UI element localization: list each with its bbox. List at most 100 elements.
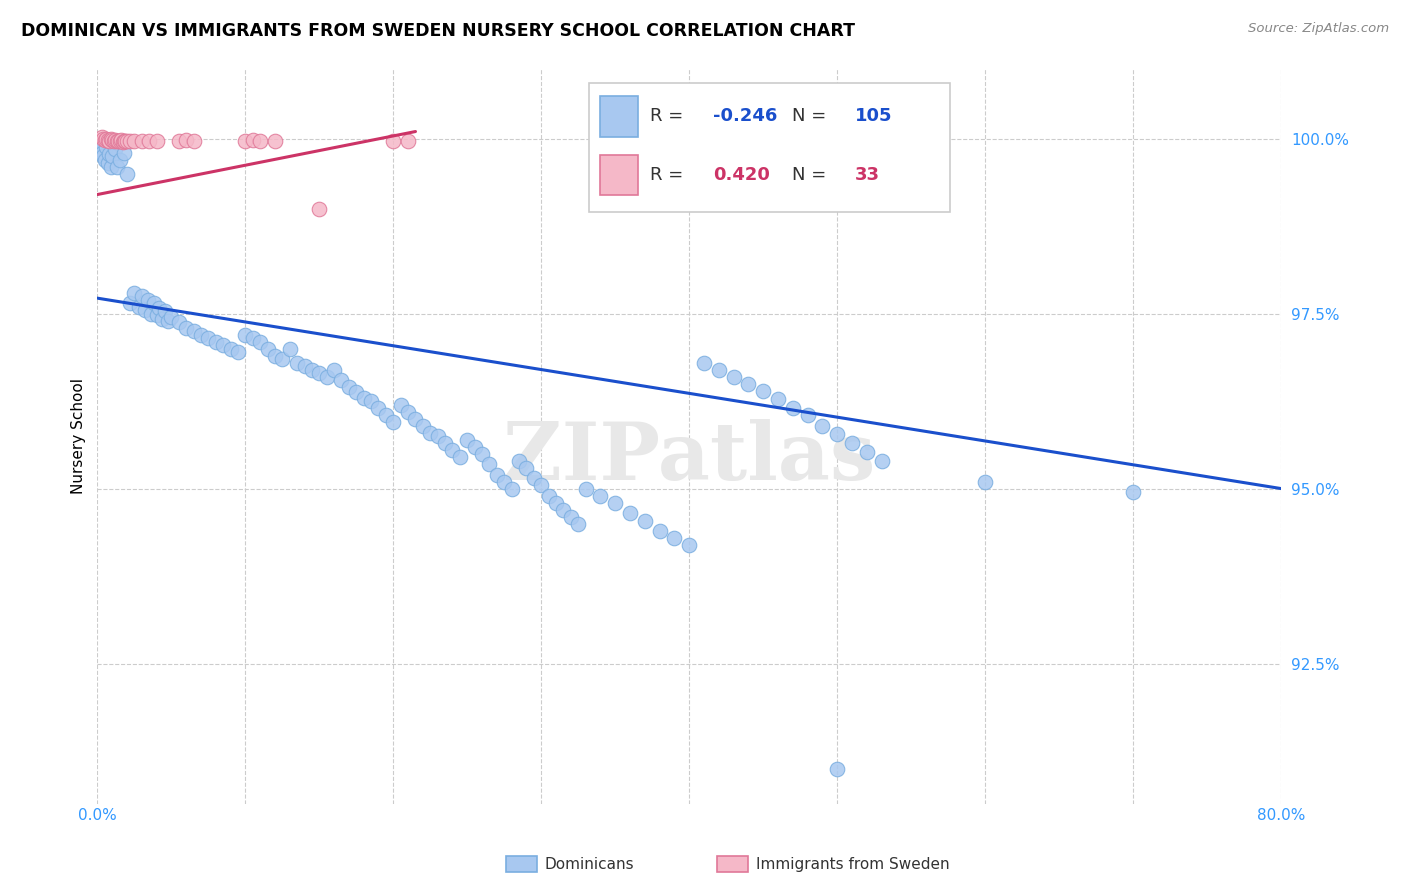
- Point: [337, 380, 360, 394]
- Text: Dominicans: Dominicans: [544, 857, 634, 871]
- Point: [112, 145, 135, 160]
- Point: [152, 312, 174, 326]
- Point: [870, 453, 893, 467]
- Point: [766, 392, 789, 406]
- Point: [278, 342, 301, 356]
- Text: 0.420: 0.420: [713, 166, 769, 184]
- Point: [301, 362, 323, 376]
- Point: [634, 515, 657, 529]
- Point: [111, 135, 134, 149]
- Point: [508, 453, 530, 467]
- Point: [648, 524, 671, 538]
- Point: [142, 296, 165, 310]
- Point: [148, 301, 170, 315]
- Point: [374, 408, 396, 422]
- Point: [515, 460, 537, 475]
- Point: [124, 134, 146, 148]
- Point: [96, 131, 118, 145]
- Point: [707, 362, 730, 376]
- Point: [485, 467, 508, 482]
- Text: 105: 105: [855, 107, 893, 125]
- Point: [1122, 485, 1144, 500]
- Point: [308, 202, 330, 216]
- Point: [104, 142, 127, 156]
- Point: [389, 398, 412, 412]
- Point: [104, 133, 127, 147]
- Point: [138, 134, 160, 148]
- Point: [412, 418, 434, 433]
- Point: [101, 149, 124, 163]
- Point: [567, 516, 589, 531]
- Point: [100, 160, 122, 174]
- Point: [426, 429, 449, 443]
- Point: [190, 327, 212, 342]
- Point: [155, 304, 177, 318]
- FancyBboxPatch shape: [589, 83, 949, 212]
- Point: [91, 131, 114, 145]
- Point: [974, 475, 997, 489]
- Point: [157, 313, 180, 327]
- Text: Immigrants from Sweden: Immigrants from Sweden: [756, 857, 950, 871]
- Point: [105, 134, 128, 148]
- Point: [131, 134, 153, 148]
- Point: [242, 133, 264, 147]
- Point: [855, 445, 877, 459]
- Point: [396, 404, 419, 418]
- Point: [136, 293, 159, 307]
- Point: [382, 134, 405, 148]
- Point: [124, 285, 146, 300]
- Point: [553, 502, 575, 516]
- Point: [323, 362, 346, 376]
- Point: [353, 391, 375, 405]
- Point: [97, 133, 120, 147]
- Point: [91, 149, 114, 163]
- Point: [419, 425, 441, 440]
- Point: [167, 134, 190, 148]
- Point: [456, 433, 478, 447]
- Text: R =: R =: [650, 107, 689, 125]
- Point: [464, 440, 486, 454]
- Point: [212, 338, 235, 352]
- Point: [101, 133, 124, 147]
- Point: [98, 147, 121, 161]
- Point: [367, 401, 389, 415]
- Point: [664, 531, 686, 545]
- Point: [233, 134, 256, 148]
- Point: [315, 369, 337, 384]
- Point: [360, 394, 382, 409]
- Point: [204, 334, 226, 349]
- Point: [90, 145, 112, 160]
- Point: [737, 376, 759, 391]
- FancyBboxPatch shape: [600, 96, 638, 136]
- Point: [110, 133, 132, 147]
- Point: [530, 478, 553, 492]
- Point: [226, 345, 249, 359]
- Point: [308, 366, 330, 380]
- Point: [114, 134, 136, 148]
- Point: [112, 134, 135, 148]
- Point: [825, 427, 848, 442]
- Point: [233, 327, 256, 342]
- Point: [87, 138, 110, 153]
- Text: ZIPatlas: ZIPatlas: [503, 419, 876, 497]
- Point: [523, 471, 546, 485]
- Point: [96, 140, 118, 154]
- Point: [249, 134, 271, 148]
- Point: [100, 132, 122, 146]
- Point: [330, 373, 353, 387]
- Point: [382, 415, 405, 429]
- Point: [145, 134, 167, 148]
- FancyBboxPatch shape: [600, 155, 638, 195]
- Point: [94, 153, 117, 167]
- Text: DOMINICAN VS IMMIGRANTS FROM SWEDEN NURSERY SCHOOL CORRELATION CHART: DOMINICAN VS IMMIGRANTS FROM SWEDEN NURS…: [21, 22, 855, 40]
- Point: [103, 134, 125, 148]
- Point: [174, 320, 197, 334]
- Point: [197, 331, 219, 345]
- Point: [90, 130, 112, 145]
- Point: [97, 156, 120, 170]
- Point: [560, 509, 582, 524]
- Point: [589, 489, 612, 503]
- Point: [344, 384, 367, 399]
- Point: [478, 457, 501, 471]
- Point: [678, 538, 700, 552]
